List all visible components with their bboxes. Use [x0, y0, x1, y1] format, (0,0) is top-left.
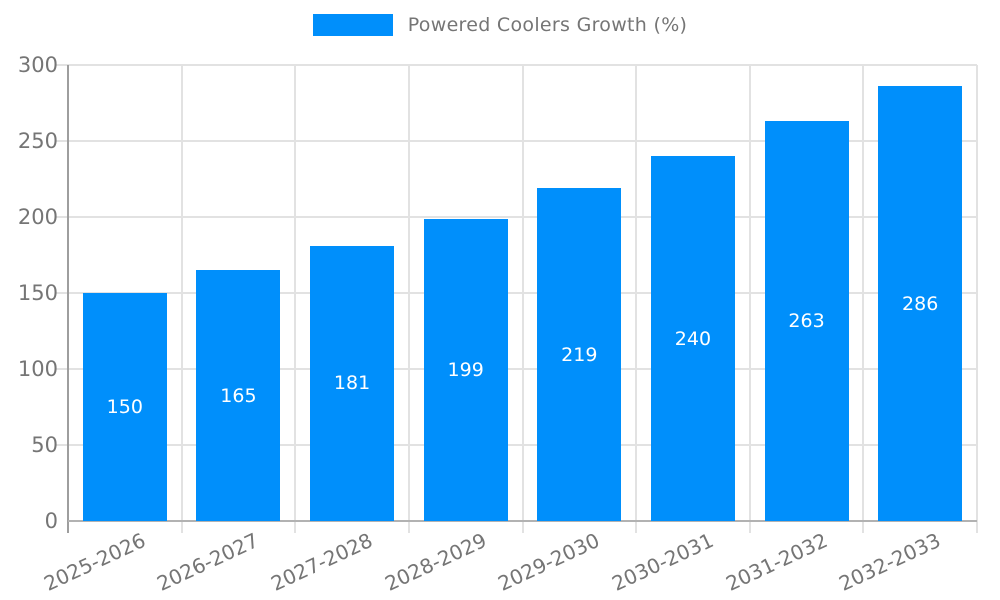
gridline-horizontal — [56, 444, 977, 446]
bar: 181 — [310, 245, 395, 521]
bar-value-label: 240 — [674, 327, 712, 350]
gridline-vertical — [862, 65, 865, 533]
legend-swatch — [312, 14, 393, 36]
bar-value-label: 199 — [447, 358, 484, 381]
y-tick-label: 0 — [44, 509, 58, 533]
gridline-vertical — [976, 65, 978, 533]
gridline-vertical — [748, 65, 751, 533]
bar: 165 — [196, 270, 281, 521]
bar: 263 — [764, 121, 849, 521]
bar: 150 — [82, 293, 167, 521]
bar-value-label: 165 — [220, 384, 257, 407]
bar: 286 — [878, 86, 963, 521]
gridline-horizontal — [56, 292, 977, 294]
bar-value-label: 181 — [333, 372, 371, 395]
bar-value-label: 219 — [561, 343, 598, 366]
bar-value-label: 263 — [788, 310, 825, 333]
y-axis-line — [67, 65, 69, 533]
bar: 240 — [650, 156, 735, 521]
y-tick-label: 100 — [17, 357, 58, 381]
bar-value-label: 150 — [106, 396, 143, 418]
y-tick-label: 250 — [17, 129, 58, 153]
gridline-vertical — [521, 65, 524, 533]
gridline-vertical — [407, 65, 410, 533]
gridline-vertical — [180, 65, 183, 533]
bar-value-label: 286 — [902, 292, 939, 315]
legend: Powered Coolers Growth (%) — [0, 14, 1000, 36]
legend-label: Powered Coolers Growth (%) — [407, 14, 688, 36]
bar: 219 — [537, 188, 622, 521]
y-tick-label: 150 — [17, 281, 58, 305]
gridline-horizontal — [56, 216, 977, 218]
y-tick-label: 50 — [31, 433, 58, 457]
x-axis-line — [68, 520, 977, 522]
y-tick-label: 300 — [17, 53, 58, 77]
gridline-vertical — [635, 65, 638, 533]
gridline-horizontal — [56, 140, 977, 142]
gridline-horizontal — [56, 368, 977, 370]
y-tick-label: 200 — [17, 205, 58, 229]
bar: 199 — [423, 218, 508, 521]
gridline-vertical — [294, 65, 297, 533]
gridline-horizontal — [56, 64, 977, 66]
